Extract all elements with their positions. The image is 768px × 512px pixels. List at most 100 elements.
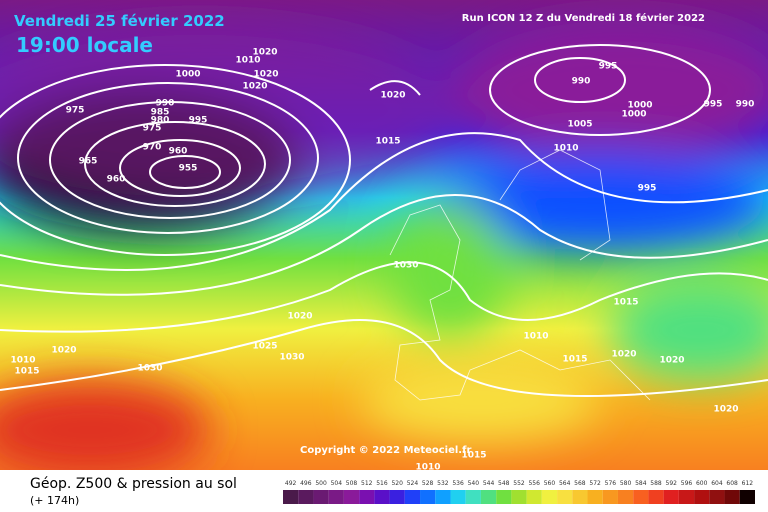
colorbar-label: 496 [300,480,312,487]
isobar-label: 995 [189,116,208,126]
colorbar-swatch [739,490,755,504]
colorbar-swatch [541,490,558,504]
colorbar-swatch [480,490,497,504]
colorbar-swatch [374,490,390,504]
isobar-label: 980 [151,116,170,126]
time: 19:00 locale [16,33,153,57]
isobar-label: 1030 [279,353,304,363]
colorbar-label: 524 [407,480,419,487]
isobar-label: 995 [599,62,618,72]
isobar-label: 965 [79,157,98,167]
colorbar-label: 492 [285,480,297,487]
colorbar: 492 496 500 504 508 512 516 520 524 528 532 536 540 5… [283,480,755,504]
colorbar-label: 604 [711,480,723,487]
coastlines [389,149,651,401]
date: Vendredi 25 février 2022 [14,12,225,30]
colorbar-label: 500 [315,480,327,487]
colorbar-swatch [648,490,664,504]
isobar-label: 1020 [380,91,405,101]
colorbar-label: 608 [726,480,738,487]
colorbar-label: 536 [452,480,464,487]
colorbar-label: 584 [635,480,647,487]
isobar-label: 960 [169,147,188,157]
isobar-label: 1000 [175,70,200,80]
colorbar-swatch [496,490,512,504]
colorbar-label: 612 [742,480,754,487]
colorbar-swatch [404,490,421,504]
isobar-label: 1030 [393,261,418,271]
colorbar-label: 552 [513,480,525,487]
colorbar-swatch [435,490,451,504]
isobar-label: 1010 [415,463,440,473]
colorbar-swatch [343,490,360,504]
isobars [0,44,768,397]
colorbar-label: 556 [528,480,540,487]
colorbar-swatch [694,490,710,504]
isobar-label: 1025 [252,342,277,352]
colorbar-label: 576 [605,480,617,487]
isobar-label: 1015 [461,451,486,461]
isobar-label: 990 [736,100,755,110]
lead-time: (+ 174h) [30,494,79,507]
colorbar-label: 600 [696,480,708,487]
colorbar-swatch [587,490,603,504]
isobar-label: 995 [704,100,723,110]
isobar-label: 1010 [523,332,548,342]
copyright: Copyright © 2022 Meteociel.fr [300,445,471,456]
isobar-label: 1010 [10,356,35,366]
isobar-label: 1000 [621,110,646,120]
isobar-labels: 1020101010201000102010209909859809759959… [10,48,754,473]
colorbar-swatch [359,490,375,504]
colorbar-swatch [389,490,405,504]
colorbar-swatch [663,490,679,504]
colorbar-label: 588 [650,480,662,487]
colorbar-label: 544 [483,480,495,487]
colorbar-swatch [633,490,649,504]
colorbar-label: 520 [391,480,403,487]
isobar-label: 955 [179,164,198,174]
isobar-label: 990 [572,77,591,87]
colorbar-swatch [678,490,695,504]
isobar-label: 975 [143,124,162,134]
colorbar-swatch [298,490,314,504]
isobar-label: 970 [143,143,162,153]
colorbar-label: 548 [498,480,510,487]
isobar-label: 1015 [613,298,638,308]
colorbar-label: 572 [589,480,601,487]
colorbar-swatch [313,490,329,504]
colorbar-label: 532 [437,480,449,487]
isobar-label: 960 [107,175,126,185]
footer-title: Géop. Z500 & pression au sol [30,476,237,492]
colorbar-label: 528 [422,480,434,487]
isobar-label: 1005 [567,120,592,130]
isobar-label: 1015 [562,355,587,365]
colorbar-label: 568 [574,480,586,487]
colorbar-swatch [465,490,481,504]
colorbar-label: 592 [666,480,678,487]
colorbar-swatch [526,490,542,504]
isobar-label: 1000 [627,101,652,111]
run-info: Run ICON 12 Z du Vendredi 18 février 202… [462,12,705,24]
colorbar-swatch [572,490,588,504]
isobar-label: 1010 [235,56,260,66]
isobar-label: 995 [638,184,657,194]
isobar-label: 1020 [611,350,636,360]
isobar-label: 1020 [287,312,312,322]
colorbar-label: 560 [544,480,556,487]
isobar-label: 975 [66,106,85,116]
colorbar-swatch [450,490,466,504]
colorbar-swatch [511,490,527,504]
colorbar-label: 508 [346,480,358,487]
colorbar-label: 564 [559,480,571,487]
isobar-label: 1030 [137,364,162,374]
colorbar-swatch [602,490,618,504]
colorbar-label: 596 [681,480,693,487]
colorbar-label: 512 [361,480,373,487]
isobar-label: 990 [156,99,175,109]
isobar-label: 985 [151,108,170,118]
colorbar-label: 516 [376,480,388,487]
colorbar-swatch [557,490,573,504]
colorbar-swatch [283,490,299,504]
isobar-label: 1020 [253,70,278,80]
